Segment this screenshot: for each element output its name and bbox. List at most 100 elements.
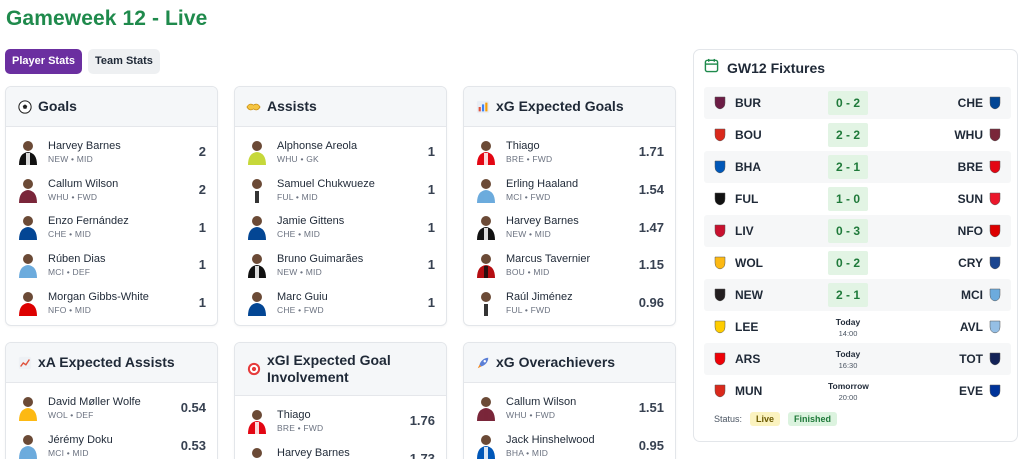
player-name: Erling Haaland (506, 177, 579, 190)
kickoff-day: Today (835, 348, 861, 359)
fixture-row[interactable]: WOL 0 - 2 CRY (704, 247, 1011, 279)
card-title: xA Expected Assists (38, 354, 175, 370)
fixture-row[interactable]: LEE Today 14:00 AVL (704, 311, 1011, 343)
player-row[interactable]: Marc Guiu CHE • FWD 1 (235, 284, 446, 322)
fixture-row[interactable]: ARS Today 16:30 TOT (704, 343, 1011, 375)
player-row[interactable]: Jack Hinshelwood BHA • MID 0.95 (464, 427, 675, 459)
player-position: MID (301, 191, 318, 202)
player-row[interactable]: Jérémy Doku MCI • MID 0.53 (6, 427, 217, 459)
player-stat-value: 1.51 (638, 400, 664, 416)
player-avatar (17, 395, 39, 421)
fixture-row[interactable]: MUN Tomorrow 20:00 EVE (704, 375, 1011, 407)
home-team: WOL (735, 256, 763, 270)
player-list: Harvey Barnes NEW • MID 2 Callum Wilson WHU … (6, 127, 217, 321)
player-name: Jérémy Doku (48, 433, 113, 446)
player-team: CHE (48, 229, 67, 240)
stat-card: xGI Expected Goal Involvement Thiago BRE •… (234, 342, 447, 459)
player-row[interactable]: Marcus Tavernier BOU • MID 1.15 (464, 246, 675, 284)
home-crest-icon (713, 96, 727, 110)
player-row[interactable]: Callum Wilson WHU • FWD 1.51 (464, 389, 675, 427)
player-row[interactable]: Erling Haaland MCI • FWD 1.54 (464, 171, 675, 209)
kickoff-day: Today (835, 316, 861, 327)
tab-player-stats[interactable]: Player Stats (5, 49, 82, 74)
player-avatar (246, 252, 268, 278)
home-crest-icon (713, 256, 727, 270)
fixtures-header: GW12 Fixtures (694, 50, 1017, 86)
stat-card: xG Expected Goals Thiago BRE • FWD 1.71 Erli… (463, 86, 676, 326)
player-row[interactable]: Samuel Chukwueze FUL • MID 1 (235, 171, 446, 209)
fixture-row[interactable]: BOU 2 - 2 WHU (704, 119, 1011, 151)
player-stat-value: 0.95 (638, 438, 664, 454)
home-team: ARS (735, 352, 761, 366)
home-team: FUL (735, 192, 759, 206)
card-header: xG Expected Goals (464, 87, 675, 127)
player-row[interactable]: Morgan Gibbs-White NFO • MID 1 (6, 284, 217, 322)
away-crest-icon (988, 320, 1002, 334)
player-position: FWD (303, 304, 324, 315)
fixtures-title: GW12 Fixtures (727, 60, 826, 76)
player-meta: BHA • MID (506, 448, 639, 458)
home-team: BOU (735, 128, 762, 142)
player-list: Thiago BRE • FWD 1.71 Erling Haaland MCI • F… (464, 127, 675, 321)
fixture-row[interactable]: NEW 2 - 1 MCI (704, 279, 1011, 311)
player-row[interactable]: Bruno Guimarães NEW • MID 1 (235, 246, 446, 284)
player-row[interactable]: Harvey Barnes NEW • MID 1.47 (464, 208, 675, 246)
rocket-icon (475, 355, 490, 370)
player-meta: NEW • MID (48, 154, 199, 164)
home-crest-icon (713, 288, 727, 302)
away-crest-icon (988, 96, 1002, 110)
player-meta: WHU • FWD (48, 192, 199, 202)
player-meta: MCI • FWD (506, 192, 639, 202)
stat-card: Goals Harvey Barnes NEW • MID 2 Callum Wilso… (5, 86, 218, 326)
player-avatar (246, 139, 268, 165)
player-stat-value: 2 (198, 182, 206, 198)
fixture-row[interactable]: BUR 0 - 2 CHE (704, 87, 1011, 119)
player-avatar (246, 290, 268, 316)
meta-separator: • (525, 266, 534, 277)
player-stat-value: 1.15 (638, 257, 664, 273)
player-row[interactable]: Thiago BRE • FWD 1.71 (464, 133, 675, 171)
player-row[interactable]: Harvey Barnes NEW • MID 2 (6, 133, 217, 171)
player-row[interactable]: Enzo Fernández CHE • MID 1 (6, 208, 217, 246)
player-avatar (475, 433, 497, 459)
fixture-row[interactable]: FUL 1 - 0 SUN (704, 183, 1011, 215)
tab-team-stats[interactable]: Team Stats (87, 49, 160, 74)
player-row[interactable]: Jamie Gittens CHE • MID 1 (235, 208, 446, 246)
player-team: NEW (506, 229, 527, 240)
player-team: WHU (48, 191, 69, 202)
player-stat-value: 1 (427, 144, 435, 160)
fixture-row[interactable]: LIV 0 - 3 NFO (704, 215, 1011, 247)
player-row[interactable]: Callum Wilson WHU • FWD 2 (6, 171, 217, 209)
player-name: Enzo Fernández (48, 215, 129, 228)
player-meta: NEW • MID (506, 229, 639, 239)
player-meta: FUL • MID (277, 192, 428, 202)
player-avatar (17, 252, 39, 278)
player-avatar (17, 433, 39, 459)
player-row[interactable]: Raúl Jiménez FUL • FWD 0.96 (464, 284, 675, 322)
player-team: MCI (506, 191, 523, 202)
handshake-icon (246, 99, 261, 114)
home-team: BUR (735, 96, 761, 110)
fixture-row[interactable]: BHA 2 - 1 BRE (704, 151, 1011, 183)
card-title: xG Expected Goals (496, 98, 624, 114)
player-name: David Møller Wolfe (48, 395, 141, 408)
stat-card: xA Expected Assists David Møller Wolfe WOL… (5, 342, 218, 459)
player-row[interactable]: Thiago BRE • FWD 1.76 (235, 402, 446, 440)
player-row[interactable]: Alphonse Areola WHU • GK 1 (235, 133, 446, 171)
player-row[interactable]: David Møller Wolfe WOL • DEF 0.54 (6, 389, 217, 427)
fixture-score: 2 - 2 (828, 123, 868, 147)
player-name: Thiago (277, 408, 311, 421)
player-row[interactable]: Rúben Dias MCI • DEF 1 (6, 246, 217, 284)
player-name: Callum Wilson (506, 395, 577, 408)
card-header: xG Overachievers (464, 343, 675, 383)
player-stat-value: 1.73 (409, 451, 435, 459)
player-list: David Møller Wolfe WOL • DEF 0.54 Jérémy Do… (6, 383, 217, 459)
player-meta: BOU • MID (506, 267, 639, 277)
away-team: MCI (961, 288, 983, 302)
player-position: FWD (530, 304, 551, 315)
fixtures-panel: GW12 Fixtures BUR 0 - 2 CHE BOU 2 - 2 WHU BHA 2… (693, 49, 1018, 442)
player-avatar (475, 139, 497, 165)
player-list: Callum Wilson WHU • FWD 1.51 Jack Hinshelwo… (464, 383, 675, 459)
player-avatar (246, 408, 268, 434)
